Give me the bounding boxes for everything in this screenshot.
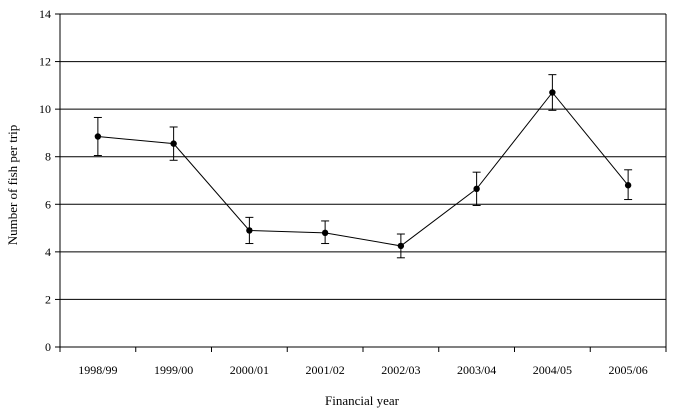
x-axis-title: Financial year (325, 393, 400, 408)
x-tick-label: 1998/99 (78, 363, 117, 377)
x-tick-label: 2005/06 (608, 363, 647, 377)
y-tick-label: 10 (39, 102, 51, 116)
x-tick-label: 2000/01 (230, 363, 269, 377)
y-tick-label: 8 (45, 150, 51, 164)
data-point (624, 182, 632, 189)
data-point (246, 227, 253, 234)
series-line (97, 91, 629, 247)
data-point (397, 242, 405, 250)
y-tick-labels: 0 2 4 6 8 10 12 14 (39, 7, 51, 354)
x-tick-label: 2003/04 (457, 363, 496, 377)
x-tick-labels: 1998/99 1999/00 2000/01 2001/02 2002/03 2003/… (78, 363, 648, 377)
y-axis-title: Number of fish per trip (5, 125, 20, 246)
y-tick-label: 14 (39, 7, 51, 21)
axes (55, 13, 667, 352)
y-tick-label: 2 (45, 292, 51, 306)
x-tick-label: 2002/03 (381, 363, 420, 377)
data-point (473, 185, 480, 193)
y-tick-label: 4 (45, 245, 51, 259)
data-point (321, 229, 329, 237)
x-tick-label: 2001/02 (305, 363, 344, 377)
series-markers (93, 74, 633, 259)
y-tick-label: 0 (45, 340, 51, 354)
x-tick-label: 1999/00 (154, 363, 193, 377)
y-tick-label: 6 (45, 197, 51, 211)
gridlines (60, 13, 666, 300)
y-tick-label: 12 (39, 55, 51, 69)
data-point (94, 133, 102, 140)
data-point (170, 140, 177, 147)
x-tick-label: 2004/05 (533, 363, 572, 377)
data-point (549, 89, 556, 96)
